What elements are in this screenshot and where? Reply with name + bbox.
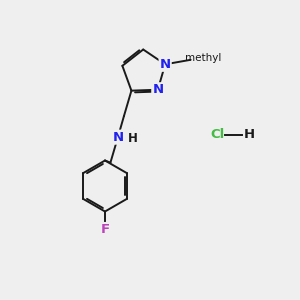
Text: Cl: Cl [210, 128, 225, 142]
Text: N: N [152, 83, 164, 96]
Text: N: N [112, 131, 124, 144]
Text: N: N [160, 58, 171, 71]
Text: methyl: methyl [185, 53, 221, 63]
Text: H: H [128, 132, 137, 145]
Text: F: F [100, 223, 109, 236]
Text: H: H [243, 128, 255, 142]
